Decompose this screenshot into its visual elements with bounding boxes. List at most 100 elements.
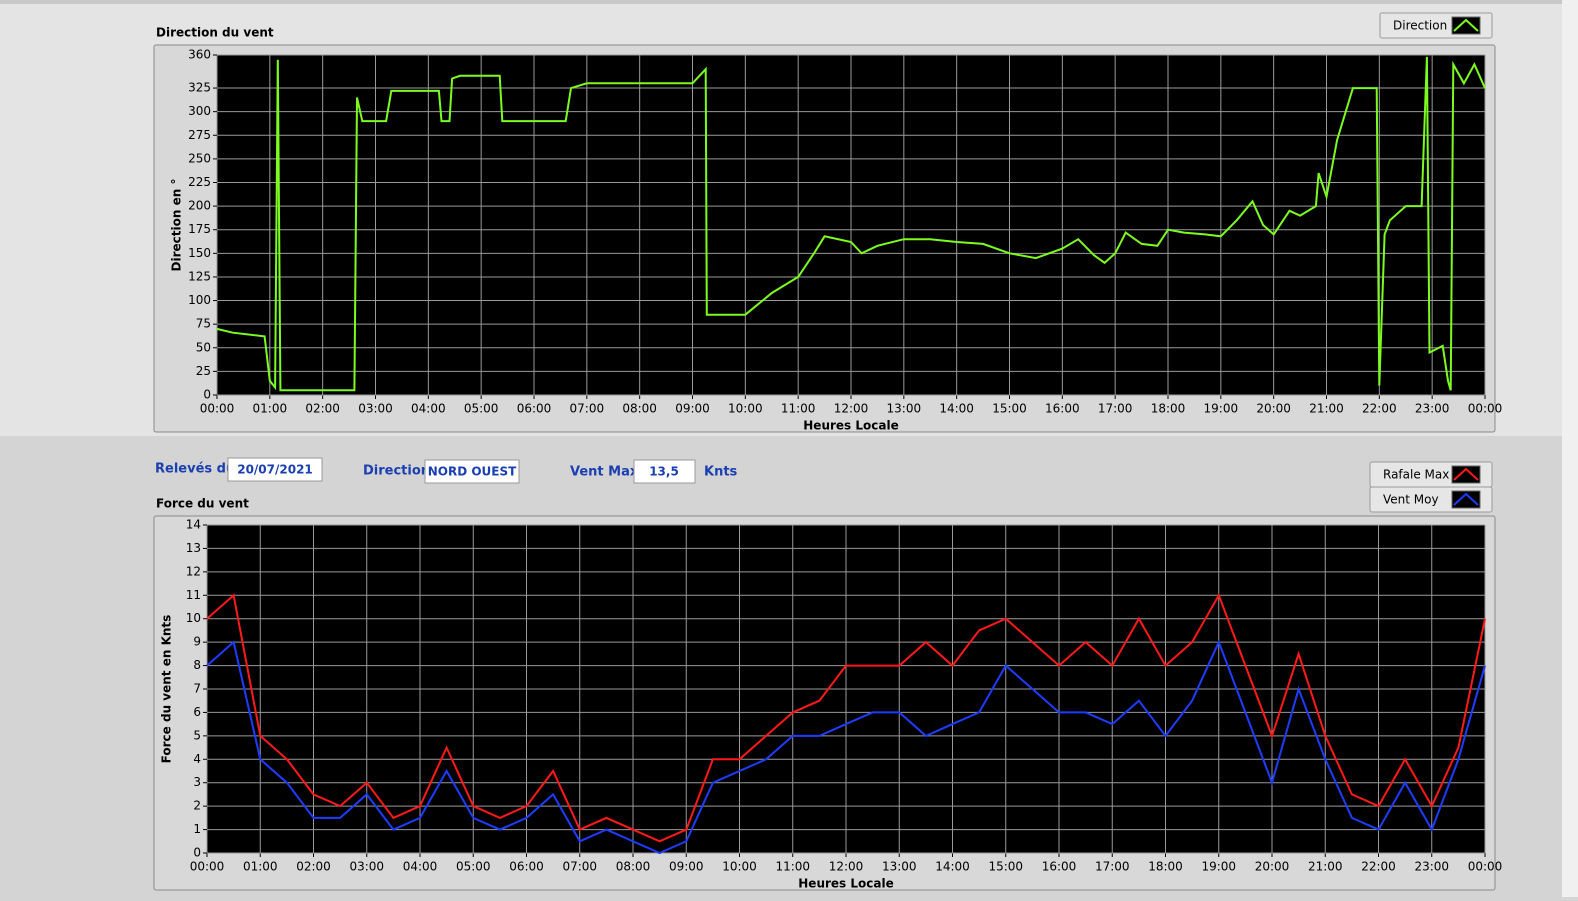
legend-symbol <box>1453 18 1479 32</box>
x-tick-label: 07:00 <box>570 402 605 416</box>
legend-swatch <box>1451 16 1481 35</box>
y-tick-label: 100 <box>188 293 211 307</box>
x-tick-label: 05:00 <box>456 860 491 874</box>
y-tick-label: 14 <box>186 518 201 532</box>
y-tick-label: 12 <box>186 564 201 578</box>
x-tick-label: 16:00 <box>1045 402 1080 416</box>
scrollbar <box>1562 0 1578 897</box>
y-tick-label: 0 <box>203 388 211 402</box>
y-axis-label: Direction en ° <box>170 179 184 272</box>
y-tick-label: 8 <box>193 658 201 672</box>
field-box[interactable] <box>633 459 696 484</box>
field-label: Relevés du <box>155 462 235 477</box>
y-tick-label: 0 <box>193 846 201 860</box>
x-tick-label: 18:00 <box>1148 860 1183 874</box>
x-tick-label: 23:00 <box>1415 402 1450 416</box>
x-tick-label: 17:00 <box>1098 402 1133 416</box>
x-tick-label: 05:00 <box>464 402 499 416</box>
y-tick-label: 75 <box>196 317 211 331</box>
y-tick-label: 10 <box>186 611 201 625</box>
x-tick-label: 19:00 <box>1204 402 1239 416</box>
x-tick-label: 03:00 <box>358 402 393 416</box>
y-tick-label: 275 <box>188 128 211 142</box>
field-box[interactable] <box>424 459 520 484</box>
x-tick-label: 19:00 <box>1201 860 1236 874</box>
x-tick-label: 02:00 <box>305 402 340 416</box>
unit-label: Knts <box>704 465 738 480</box>
legend-swatch <box>1451 490 1481 509</box>
x-tick-label: 18:00 <box>1151 402 1186 416</box>
y-tick-label: 300 <box>188 104 211 118</box>
x-tick-label: 20:00 <box>1256 402 1291 416</box>
field-value: 13,5 <box>649 465 679 479</box>
x-tick-label: 13:00 <box>882 860 917 874</box>
x-tick-label: 15:00 <box>992 402 1027 416</box>
y-tick-label: 2 <box>193 799 201 813</box>
y-tick-label: 200 <box>188 199 211 213</box>
x-tick-label: 06:00 <box>509 860 544 874</box>
y-tick-label: 9 <box>193 635 201 649</box>
x-tick-label: 14:00 <box>939 402 974 416</box>
y-tick-label: 3 <box>193 775 201 789</box>
x-tick-label: 02:00 <box>296 860 331 874</box>
y-tick-label: 7 <box>193 682 201 696</box>
x-tick-label: 00:00 <box>1468 402 1503 416</box>
x-tick-label: 03:00 <box>349 860 384 874</box>
x-tick-label: 07:00 <box>562 860 597 874</box>
form: Relevés du 20/07/2021 Direction NORD OUE… <box>155 457 738 484</box>
x-tick-label: 01:00 <box>243 860 278 874</box>
y-tick-label: 250 <box>188 151 211 165</box>
x-tick-label: 10:00 <box>722 860 757 874</box>
data-line <box>216 56 1486 392</box>
field-label: Direction <box>363 464 430 479</box>
x-tick-label: 22:00 <box>1362 402 1397 416</box>
x-tick-label: 12:00 <box>834 402 869 416</box>
legend-label: Vent Moy <box>1383 493 1439 507</box>
data-line <box>206 592 1486 843</box>
chart-title: Direction du vent <box>156 26 274 40</box>
x-tick-label: 00:00 <box>1468 860 1503 874</box>
x-axis-label: Heures Locale <box>803 419 898 433</box>
y-tick-label: 125 <box>188 269 211 283</box>
y-tick-label: 175 <box>188 222 211 236</box>
field-box[interactable] <box>227 457 323 482</box>
x-tick-label: 01:00 <box>253 402 288 416</box>
x-tick-label: 08:00 <box>616 860 651 874</box>
chart-title: Force du vent <box>156 497 249 511</box>
x-tick-label: 21:00 <box>1308 860 1343 874</box>
top-edge <box>0 0 1578 4</box>
y-tick-label: 25 <box>196 364 211 378</box>
x-tick-label: 00:00 <box>190 860 225 874</box>
data-line <box>206 639 1486 855</box>
y-tick-label: 11 <box>186 588 201 602</box>
y-axis-label: Force du vent en Knts <box>160 615 174 764</box>
x-tick-label: 20:00 <box>1255 860 1290 874</box>
x-tick-label: 08:00 <box>622 402 657 416</box>
x-axis-label: Heures Locale <box>798 877 893 891</box>
x-tick-label: 11:00 <box>781 402 816 416</box>
y-tick-label: 5 <box>193 728 201 742</box>
x-tick-label: 11:00 <box>775 860 810 874</box>
x-tick-label: 00:00 <box>200 402 235 416</box>
x-tick-label: 15:00 <box>988 860 1023 874</box>
legend-label: Rafale Max <box>1383 468 1449 482</box>
y-tick-label: 360 <box>188 48 211 62</box>
y-tick-label: 325 <box>188 81 211 95</box>
x-tick-label: 23:00 <box>1414 860 1449 874</box>
legend-label: Direction <box>1393 19 1447 33</box>
y-tick-label: 225 <box>188 175 211 189</box>
y-tick-label: 6 <box>193 705 201 719</box>
legend-swatch <box>1451 465 1481 484</box>
field-label: Vent Max <box>570 465 639 480</box>
legend-symbol <box>1453 492 1479 506</box>
y-tick-label: 150 <box>188 246 211 260</box>
field-value: 20/07/2021 <box>237 463 313 477</box>
x-tick-label: 10:00 <box>728 402 763 416</box>
x-tick-label: 04:00 <box>403 860 438 874</box>
x-tick-label: 13:00 <box>887 402 922 416</box>
y-tick-label: 1 <box>193 822 201 836</box>
legend-symbol <box>1453 467 1479 481</box>
x-tick-label: 04:00 <box>411 402 446 416</box>
x-tick-label: 21:00 <box>1309 402 1344 416</box>
